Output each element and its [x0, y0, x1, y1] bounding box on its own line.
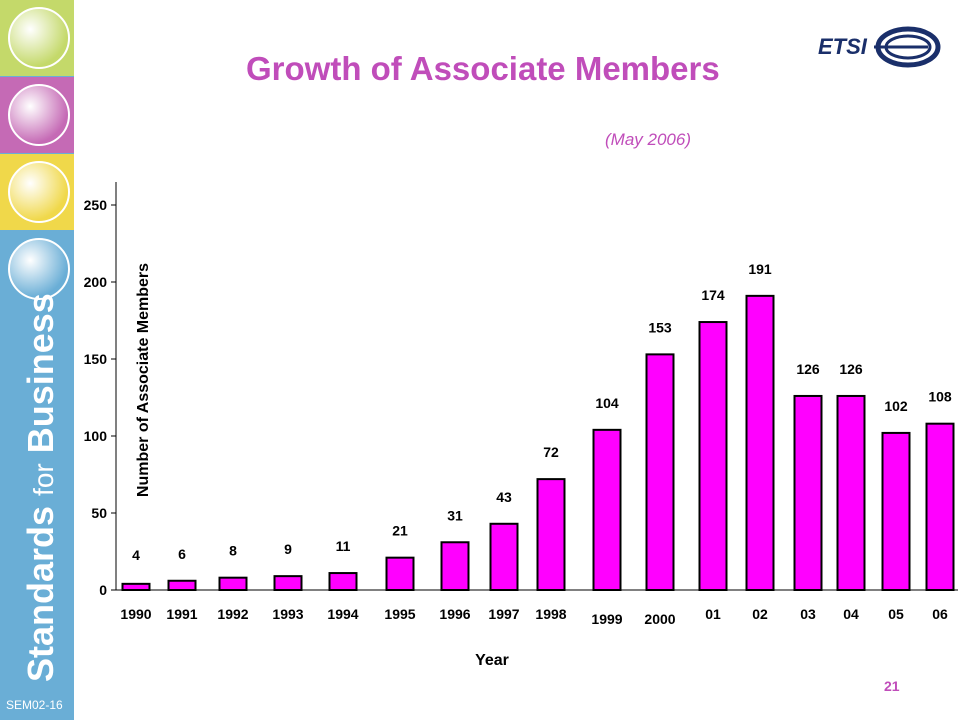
slide-title: Growth of Associate Members: [246, 50, 720, 87]
globe-icon: [8, 238, 70, 300]
x-tick-label: 1996: [439, 606, 470, 622]
x-tick-label: 1994: [327, 606, 358, 622]
sidebar-tile-2: [0, 77, 74, 153]
value-label: 4: [132, 547, 140, 563]
bar-1995: [385, 556, 415, 591]
bar-1993: [273, 575, 303, 592]
x-tick-label: 1998: [535, 606, 566, 622]
value-label: 174: [701, 287, 725, 303]
value-label: 102: [884, 398, 908, 414]
globe-icon: [8, 7, 70, 69]
x-tick-label: 2000: [644, 611, 675, 627]
decorative-sidebar: Standards for Business SEM02-16: [0, 0, 74, 720]
x-axis-title: Year: [475, 652, 509, 669]
logo-text: ETSI: [818, 34, 868, 59]
value-label: 21: [392, 523, 408, 539]
bar-1996: [440, 541, 470, 592]
x-tick-label: 01: [705, 606, 721, 622]
value-label: 104: [595, 395, 619, 411]
y-tick-label: 50: [91, 505, 107, 521]
y-tick-label: 0: [99, 582, 107, 598]
y-tick-label: 100: [84, 428, 108, 444]
sidebar-tile-3: [0, 154, 74, 230]
bar-1994: [328, 572, 358, 591]
x-tick-label: 02: [752, 606, 768, 622]
value-labels: 4 6 8 9 11 21 31 43 72 104 153 174 191 126 126 102 108: [132, 261, 952, 563]
value-label: 6: [178, 546, 186, 562]
etsi-logo: ETSI: [818, 26, 941, 68]
x-tick-label: 1992: [217, 606, 248, 622]
bar-1991: [167, 579, 197, 592]
y-tick-label: 150: [84, 351, 108, 367]
y-tick-label: 250: [84, 197, 108, 213]
bar-03: [793, 394, 823, 591]
value-label: 43: [496, 489, 512, 505]
bar-1990: [121, 582, 151, 592]
bars: [121, 294, 955, 592]
bar-04: [836, 394, 866, 591]
value-label: 126: [796, 361, 820, 377]
bar-01: [698, 321, 728, 591]
value-label: 11: [336, 538, 351, 554]
x-tick-label: 1991: [166, 606, 197, 622]
value-label: 9: [284, 541, 292, 557]
bar-1992: [218, 576, 248, 591]
y-axis-title: Number of Associate Members: [135, 263, 152, 497]
bar-06: [925, 422, 955, 591]
value-label: 191: [748, 261, 772, 277]
slide-subtitle: (May 2006): [605, 130, 691, 149]
x-tick-label: 1999: [591, 611, 622, 627]
bar-05: [881, 431, 911, 592]
sidebar-tile-1: [0, 0, 74, 76]
x-tick-label: 1995: [384, 606, 415, 622]
bar-1999: [592, 428, 622, 591]
value-label: 72: [543, 444, 559, 460]
slide-code: SEM02-16: [6, 698, 63, 712]
value-label: 31: [447, 507, 463, 523]
y-ticks: 0 50 100 150 200 250: [84, 197, 116, 598]
value-label: 126: [839, 361, 863, 377]
globe-icon: [8, 161, 70, 223]
sidebar-tile-4: [0, 231, 74, 307]
bar-02: [745, 294, 775, 591]
x-tick-label: 06: [932, 606, 948, 622]
value-label: 153: [648, 319, 672, 335]
x-tick-label: 1993: [272, 606, 303, 622]
globe-icon: [8, 84, 70, 146]
y-tick-label: 200: [84, 274, 108, 290]
x-tick-label: 03: [800, 606, 816, 622]
value-label: 108: [928, 389, 952, 405]
bar-2000: [645, 353, 675, 591]
x-tick-label: 1997: [488, 606, 519, 622]
value-label: 8: [229, 543, 237, 559]
x-tick-label: 04: [843, 606, 859, 622]
bar-1997: [489, 522, 519, 592]
x-tick-label: 1990: [120, 606, 151, 622]
bar-1998: [536, 478, 566, 591]
x-ticks: 1990 1991 1992 1993 1994 1995 1996 1997 1998 1999…: [120, 606, 948, 627]
page-number: 21: [884, 678, 900, 694]
x-tick-label: 05: [888, 606, 904, 622]
